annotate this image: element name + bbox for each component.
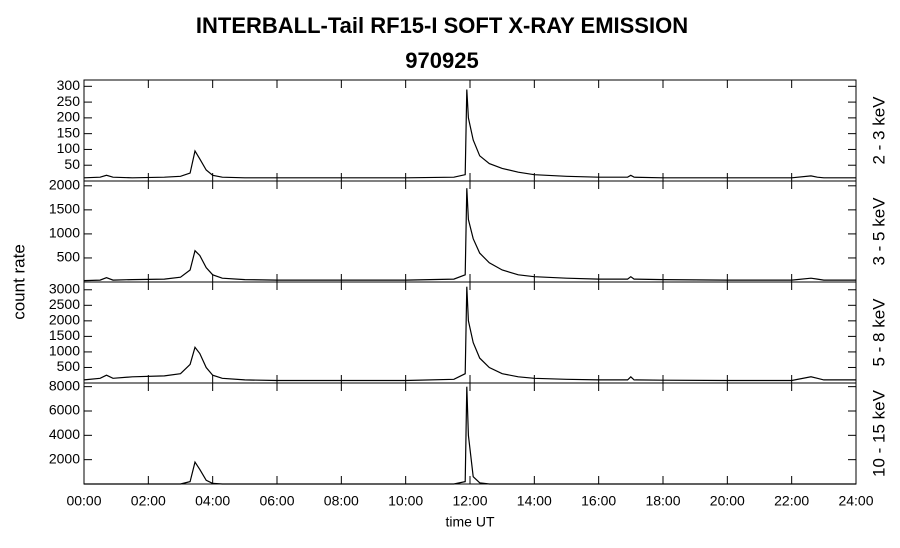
y-tick-label: 8000 [49,377,80,393]
x-tick-label: 04:00 [195,493,230,509]
x-tick-label: 06:00 [259,493,294,509]
panel-label: 3 - 5 keV [869,197,888,266]
data-line [83,89,856,179]
chart-subtitle: 970925 [405,48,478,73]
x-axis-label: time UT [446,514,495,530]
y-tick-label: 1000 [49,225,80,241]
y-tick-label: 50 [64,156,80,172]
panel-frame [83,281,857,384]
y-tick-label: 200 [57,109,81,125]
x-tick-label: 08:00 [324,493,359,509]
data-line [83,286,856,382]
y-tick-label: 250 [57,93,81,109]
y-tick-label: 1500 [49,327,80,343]
x-tick-label: 18:00 [645,493,680,509]
y-tick-label: 1500 [49,201,80,217]
chart-title: INTERBALL-Tail RF15-I SOFT X-RAY EMISSIO… [196,13,688,38]
x-tick-label: 00:00 [66,493,101,509]
x-tick-label: 10:00 [388,493,423,509]
y-tick-label: 500 [57,358,81,374]
x-tick-label: 12:00 [452,493,487,509]
x-tick-label: 20:00 [710,493,745,509]
y-axis-label: count rate [9,244,28,320]
x-tick-label: 24:00 [838,493,873,509]
y-tick-label: 4000 [49,426,80,442]
panel-label: 5 - 8 keV [869,298,888,367]
panel-label: 10 - 15 keV [869,389,888,477]
data-line [84,386,856,485]
y-tick-label: 1000 [49,343,80,359]
y-tick-label: 2000 [49,312,80,328]
y-tick-label: 6000 [49,402,80,418]
data-line [83,188,856,282]
y-tick-label: 150 [57,124,81,140]
x-tick-label: 22:00 [774,493,809,509]
panel-frame [83,180,857,283]
y-tick-label: 500 [57,249,81,265]
y-tick-label: 100 [57,140,81,156]
x-tick-label: 02:00 [131,493,166,509]
panel-label: 2 - 3 keV [869,96,888,165]
x-tick-label: 16:00 [581,493,616,509]
y-tick-label: 3000 [49,280,80,296]
y-tick-label: 2000 [49,450,80,466]
y-tick-label: 300 [57,77,81,93]
y-tick-label: 2500 [49,296,80,312]
x-tick-label: 14:00 [517,493,552,509]
panel-frame [83,79,857,182]
y-tick-label: 2000 [49,177,80,193]
